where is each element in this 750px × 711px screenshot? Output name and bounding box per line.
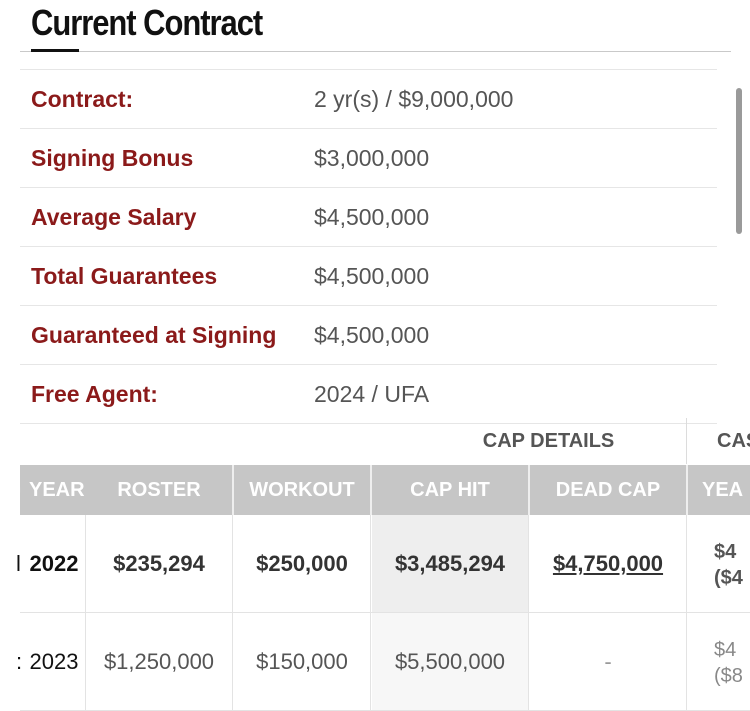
row-divider	[85, 515, 86, 612]
row-divider	[85, 613, 86, 710]
summary-value: $4,500,000	[314, 322, 430, 348]
summary-value: 2 yr(s) / $9,000,000	[314, 86, 514, 112]
col-header-sep	[370, 465, 372, 515]
title-accent-bar	[31, 49, 79, 52]
trail-bottom: ($4	[714, 567, 743, 589]
col-header-year-label: YEAR	[29, 479, 85, 501]
col-header-sep	[232, 465, 234, 515]
col-header-sep	[686, 465, 688, 515]
contract-summary: Contract: 2 yr(s) / $9,000,000 Signing B…	[20, 69, 717, 424]
row-divider	[232, 515, 233, 612]
row-divider	[370, 515, 371, 612]
cap-details-title: CAP DETAILS	[482, 430, 615, 452]
row-year: 2023	[29, 649, 79, 674]
row-divider	[686, 515, 687, 612]
row-trailing-partial: $4 ($8	[714, 637, 743, 689]
summary-value: $4,500,000	[314, 263, 430, 289]
row-workout: $250,000	[256, 551, 348, 576]
row-divider	[370, 613, 371, 710]
trail-top: $4	[714, 541, 737, 563]
row-divider	[686, 613, 687, 710]
summary-value: $3,000,000	[314, 145, 430, 171]
summary-label: Guaranteed at Signing	[31, 322, 277, 348]
summary-row-guaranteed-at-signing: Guaranteed at Signing $4,500,000	[20, 306, 717, 365]
row-roster: $235,294	[113, 551, 205, 576]
summary-row-total-guarantees: Total Guarantees $4,500,000	[20, 247, 717, 306]
summary-value: $4,500,000	[314, 204, 430, 230]
col-header-workout: WORKOUT	[249, 479, 355, 501]
row-cap-hit: $5,500,000	[394, 649, 506, 674]
summary-value: 2024 / UFA	[314, 381, 430, 407]
col-header-cap-hit: CAP HIT	[410, 479, 490, 501]
col-header-roster: ROSTER	[117, 479, 201, 501]
group-divider	[686, 418, 687, 464]
summary-row-signing-bonus: Signing Bonus $3,000,000	[20, 129, 717, 188]
next-group-title-partial: CAS	[717, 430, 750, 452]
row-year-prefix: :	[16, 649, 23, 674]
cap-table-header: ▪ YEAR ROSTER WORKOUT CAP HIT DEAD CAP Y…	[14, 465, 750, 515]
summary-label: Signing Bonus	[31, 145, 194, 171]
col-header-next-partial: YEA	[702, 479, 744, 501]
summary-label: Total Guarantees	[31, 263, 218, 289]
row-year: 2022	[29, 551, 79, 576]
row-workout: $150,000	[256, 649, 348, 674]
table-row: l 2022 $235,294 $250,000 $3,485,294 $4,7…	[16, 515, 750, 613]
trail-top: $4	[714, 639, 737, 661]
scrollbar-thumb[interactable]	[736, 88, 742, 234]
row-divider	[528, 515, 529, 612]
summary-label: Contract:	[31, 86, 134, 112]
summary-row-contract: Contract: 2 yr(s) / $9,000,000	[20, 69, 717, 129]
row-dead-cap-link[interactable]: $4,750,000	[552, 551, 664, 576]
section-title: Current Contract	[31, 2, 263, 43]
col-header-sep	[528, 465, 530, 515]
row-divider	[528, 613, 529, 710]
summary-row-average-salary: Average Salary $4,500,000	[20, 188, 717, 247]
trail-bottom: ($8	[714, 665, 743, 687]
col-header-year-edge: ▪	[14, 479, 22, 501]
summary-label: Free Agent:	[31, 381, 158, 407]
row-roster: $1,250,000	[103, 649, 215, 674]
cap-hit-shade	[372, 613, 528, 710]
row-dead-cap: -	[604, 649, 612, 674]
cap-group-header: CAP DETAILS CAS	[20, 418, 750, 464]
summary-label: Average Salary	[31, 204, 197, 230]
row-divider	[232, 613, 233, 710]
col-header-dead-cap: DEAD CAP	[555, 479, 661, 501]
row-year-prefix: l	[16, 551, 21, 576]
title-underline	[20, 51, 731, 52]
cap-hit-shade	[372, 515, 528, 612]
row-cap-hit: $3,485,294	[394, 551, 506, 576]
row-trailing-partial: $4 ($4	[714, 539, 743, 591]
summary-row-free-agent: Free Agent: 2024 / UFA	[20, 365, 717, 424]
table-row: : 2023 $1,250,000 $150,000 $5,500,000 - …	[16, 613, 750, 711]
